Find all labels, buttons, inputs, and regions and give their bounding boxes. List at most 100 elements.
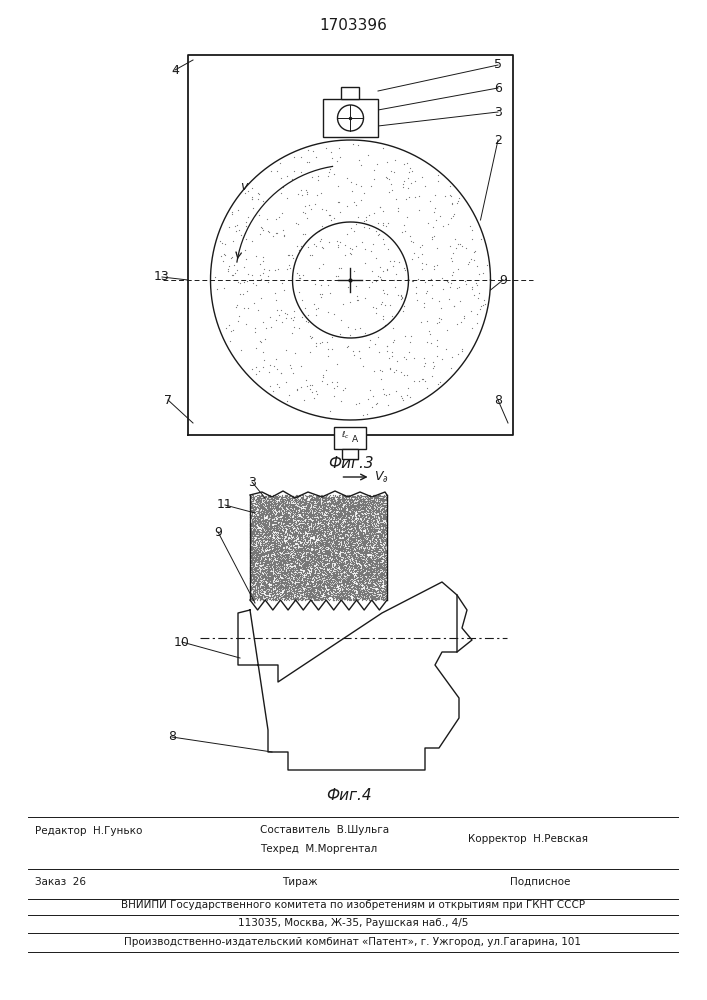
Point [299,542,310,558]
Point [351,515,363,531]
Point [261,524,272,540]
Point [246,532,257,548]
Point [336,499,347,515]
Point [315,524,326,540]
Point [304,572,315,588]
Point [308,571,319,587]
Point [354,552,366,568]
Point [277,551,288,567]
Point [363,553,375,569]
Point [269,584,281,600]
Point [264,488,275,504]
Point [255,585,266,601]
Point [318,556,329,572]
Point [355,566,366,582]
Point [291,524,303,540]
Point [340,523,351,539]
Point [378,586,389,602]
Point [255,545,267,561]
Point [339,585,350,601]
Point [313,590,325,606]
Point [249,564,260,580]
Point [278,526,289,542]
Point [307,544,318,560]
Point [255,493,267,509]
Point [305,589,316,605]
Point [284,498,296,514]
Point [262,522,273,538]
Point [281,577,292,593]
Point [347,587,358,603]
Point [267,565,278,581]
Point [284,586,295,602]
Point [349,532,361,548]
Point [345,574,356,590]
Point [259,576,270,592]
Point [281,563,293,579]
Point [279,581,291,597]
Point [281,558,292,574]
Point [358,504,370,520]
Point [310,565,322,581]
Point [322,535,333,551]
Point [345,525,356,541]
Point [331,495,342,511]
Point [354,562,365,578]
Point [257,515,268,531]
Point [302,507,313,523]
Point [373,511,384,527]
Point [257,572,269,588]
Point [373,511,384,527]
Point [318,532,329,548]
Point [267,530,278,546]
Point [297,539,308,555]
Point [317,586,328,602]
Point [311,502,322,518]
Point [402,209,413,225]
Point [366,492,377,508]
Point [433,293,445,309]
Point [247,515,258,531]
Point [252,559,263,575]
Point [316,490,327,506]
Point [248,512,259,528]
Point [293,552,304,568]
Point [245,574,257,590]
Point [268,582,279,598]
Point [269,590,280,606]
Point [363,501,374,517]
Point [312,548,324,564]
Point [252,538,263,554]
Point [328,577,339,593]
Point [332,583,343,599]
Point [318,508,329,524]
Point [305,585,317,601]
Point [296,580,307,596]
Point [357,554,368,570]
Point [299,584,310,600]
Point [289,589,300,605]
Point [332,591,343,607]
Point [367,586,378,602]
Point [363,555,375,571]
Point [281,571,293,587]
Point [353,500,364,516]
Point [349,550,360,566]
Point [255,544,266,560]
Point [288,526,300,542]
Point [375,583,387,599]
Point [288,564,299,580]
Point [307,549,318,565]
Point [282,564,293,580]
Point [264,549,275,565]
Point [371,526,382,542]
Point [270,528,281,544]
Point [360,571,371,587]
Point [273,546,284,562]
Point [346,512,357,528]
Point [304,574,315,590]
Point [337,554,348,570]
Point [334,560,346,576]
Point [265,519,276,535]
Point [293,500,305,516]
